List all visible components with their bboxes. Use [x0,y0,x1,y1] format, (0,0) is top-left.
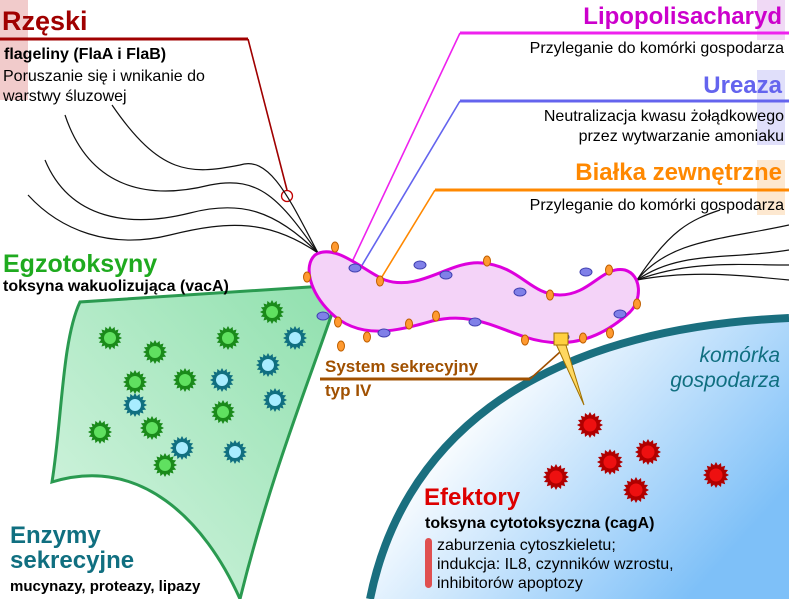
flagellum-marker [280,189,294,203]
urease-dot [413,260,427,270]
green-toxin-star-core [94,426,106,438]
urease-desc-2: przez wytwarzanie amoniaku [579,128,784,145]
outer-protein-dot [579,332,587,344]
outer-protein-dot [605,264,613,276]
exotoxins-title: Egzotoksyny [3,250,157,278]
enzymes-title-1: Enzymy [10,522,101,549]
urease-highlight [757,70,785,145]
effectors-desc-3: inhibitorów apoptozy [437,575,583,592]
urease-dot [613,309,627,319]
lps-title: Lipopolisacharyd [583,3,782,30]
outer-protein-dot [363,331,371,343]
green-toxin-star-core [179,374,191,386]
green-toxin-star-core [104,332,116,344]
blue-enzyme-star-core [216,374,228,386]
outer-protein-dot [546,289,554,301]
green-toxin-star-core [159,459,171,471]
outer-protein-dot [521,334,529,346]
outer-protein-dot [376,275,384,287]
urease-dot [348,263,362,273]
flagella-subtitle: flageliny (FlaA i FlaB) [4,46,166,63]
flagella-desc-2: warstwy śluzowej [2,88,127,105]
blue-enzyme-star-core [269,394,281,406]
urease-dot [377,328,391,338]
urease-title: Ureaza [703,72,782,99]
blue-enzyme-star-core [129,399,141,411]
red-effector-star-core [709,468,723,482]
outer-protein-dot [432,310,440,322]
exotoxins-subtitle: toksyna wakuolizująca (vacA) [3,278,229,295]
effectors-desc-2: indukcja: IL8, czynników wzrostu, [437,556,674,573]
host-cell-label-2: gospodarza [670,369,780,392]
outer-protein-dot [337,340,345,352]
blue-enzyme-star-core [289,332,301,344]
red-effector-star-core [641,445,655,459]
secretion-base [553,332,569,346]
host-cell-label-1: komórka [699,344,780,367]
red-effector-star-core [549,470,563,484]
green-toxin-star-core [217,406,229,418]
effectors-title: Efektory [424,484,521,511]
urease-dot [316,311,330,321]
host-cell-membrane [366,314,789,599]
host-cell [370,318,789,599]
flagella-highlight [0,0,28,100]
blue-enzyme-star-core [262,359,274,371]
green-toxin-star-core [149,346,161,358]
secretion-title-1: System sekrecyjny [325,357,479,376]
urease-dot [513,287,527,297]
outer-protein-dot [334,316,342,328]
flagella [27,104,789,281]
outer-protein-dot [405,318,413,330]
flagella-desc-1: Poruszanie się i wnikanie do [3,68,205,85]
flagella-title: Rzęski [2,6,88,36]
enzymes-subtitle: mucynazy, proteazy, lipazy [10,578,201,595]
outer-proteins-desc: Przyleganie do komórki gospodarza [530,197,784,214]
urease-dot [439,270,453,280]
red-effector-star-core [583,418,597,432]
outer-protein-dot [483,255,491,267]
outer-proteins-title: Białka zewnętrzne [575,159,782,186]
effectors-subtitle: toksyna cytotoksyczna (cagA) [425,515,654,532]
outer-protein-dot [633,298,641,310]
urease-desc-1: Neutralizacja kwasu żołądkowego [544,108,784,125]
red-effector-star-core [629,483,643,497]
enzymes-title-2: sekrecyjne [10,547,134,574]
secretion-title-2: typ IV [325,381,372,400]
outer-protein-dot [303,271,311,283]
outer-protein-dot [331,241,339,253]
lps-desc: Przyleganie do komórki gospodarza [530,40,784,57]
blue-enzyme-star-core [229,446,241,458]
urease-dot [579,267,593,277]
green-toxin-star-core [222,332,234,344]
green-toxin-star-core [266,306,278,318]
green-toxin-star-core [129,376,141,388]
urease-dot [468,317,482,327]
green-toxin-star-core [146,422,158,434]
blue-enzyme-star-core [176,442,188,454]
effectors-bar [425,538,432,588]
red-effector-star-core [603,455,617,469]
effectors-desc-1: zaburzenia cytoszkieletu; [437,537,616,554]
outer-proteins-highlight [757,160,785,215]
outer-protein-dot [606,327,614,339]
